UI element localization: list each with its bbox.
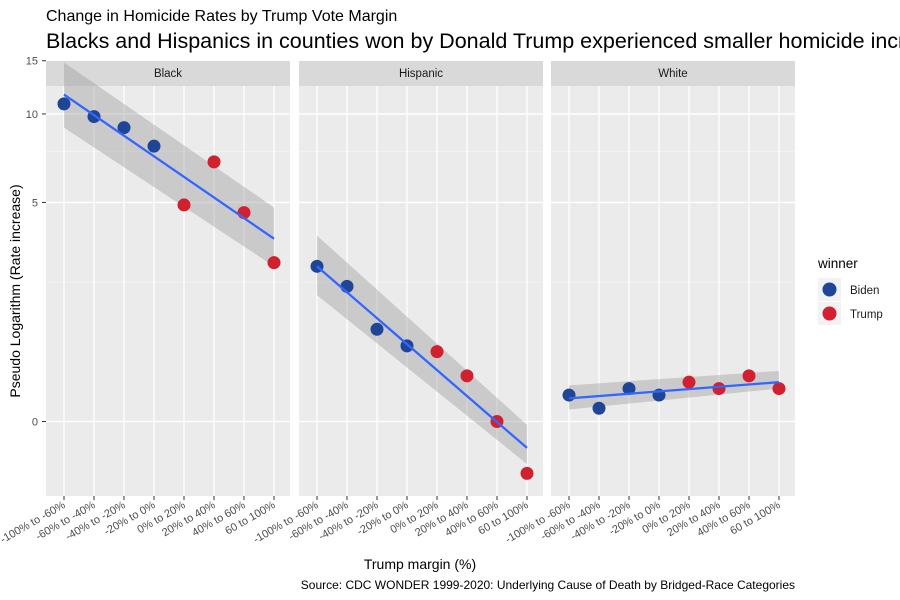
point-trump	[268, 256, 281, 269]
y-tick-label: 15	[26, 56, 38, 68]
legend-title: winner	[817, 256, 858, 271]
point-trump	[521, 467, 534, 480]
y-tick-label: 0	[32, 417, 38, 429]
y-tick-label: 10	[26, 109, 38, 121]
panels: Black-100% to -60%-60% to -40%-40% to -2…	[0, 61, 795, 546]
facet-label-black: Black	[154, 68, 182, 80]
y-tick-label: 5	[32, 197, 38, 209]
point-trump	[461, 369, 474, 382]
legend: winner Biden Trump	[817, 256, 883, 325]
y-axis-title: Pseudo Logarithm (Rate increase)	[7, 184, 23, 397]
facet-label-hispanic: Hispanic	[399, 68, 443, 80]
panel-white: White-100% to -60%-60% to -40%-40% to -2…	[503, 61, 795, 546]
panel-hispanic: Hispanic-100% to -60%-60% to -40%-40% to…	[251, 61, 543, 546]
point-trump	[713, 382, 726, 395]
point-biden	[58, 97, 71, 110]
panel-black: Black-100% to -60%-60% to -40%-40% to -2…	[0, 61, 290, 546]
chart-subtitle: Change in Homicide Rates by Trump Vote M…	[46, 8, 397, 25]
facet-label-white: White	[658, 68, 687, 80]
point-trump	[178, 198, 191, 211]
point-biden	[593, 402, 606, 415]
point-trump	[683, 376, 696, 389]
point-trump	[773, 382, 786, 395]
point-trump	[743, 369, 756, 382]
chart-caption: Source: CDC WONDER 1999-2020: Underlying…	[301, 578, 795, 592]
point-biden	[563, 389, 576, 402]
y-axis: 0 5 10 15	[26, 56, 46, 429]
x-axis-title: Trump margin (%)	[364, 556, 476, 572]
chart-title: Blacks and Hispanics in counties won by …	[46, 29, 900, 53]
point-biden	[148, 140, 161, 153]
legend-label-trump: Trump	[850, 309, 883, 321]
panel-background	[551, 86, 795, 496]
legend-swatch-biden	[823, 283, 837, 297]
legend-swatch-trump	[823, 307, 837, 321]
point-trump	[431, 345, 444, 358]
point-trump	[208, 155, 221, 168]
legend-label-biden: Biden	[850, 285, 879, 297]
point-biden	[371, 323, 384, 336]
